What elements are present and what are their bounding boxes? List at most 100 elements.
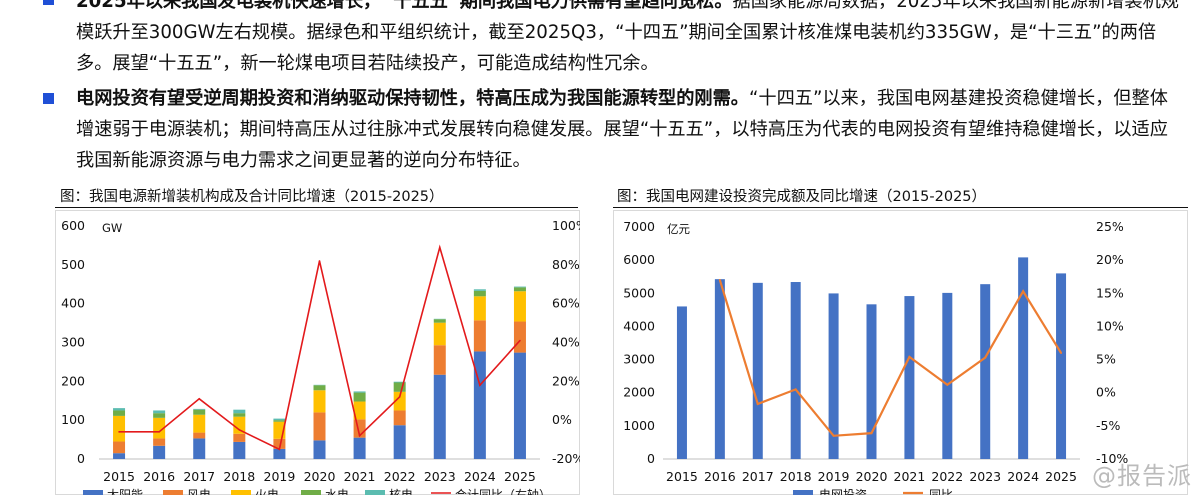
bullet-icon [43,93,54,104]
grid-investment-bar [828,293,839,459]
solar-segment [353,437,366,459]
grid-yoy-point [908,355,911,358]
x-tick-label: 2023 [969,469,1001,484]
legend-swatch [231,490,251,495]
x-tick-label: 2024 [464,469,496,484]
y-tick-label: 3000 [623,352,655,367]
hydro-segment [113,410,126,416]
total-yoy-point [519,339,521,342]
thermal-segment [433,322,446,346]
total-yoy-point [238,429,241,431]
x-tick-label: 2022 [384,469,416,484]
nuclear-segment [193,408,206,410]
grid-investment-bar [1018,257,1029,459]
wind-segment [433,345,446,375]
solar-segment [193,438,206,459]
solar-segment [273,448,286,459]
total-yoy-point [438,246,441,249]
chart-installations: GW 0 100 200 300 400 500 600 -20% 0% 20% 40% 60% 80% 1… [55,210,580,495]
grid-yoy-point [756,402,759,405]
x-tick-label: 2016 [704,469,736,484]
y2-tick-label: 0% [552,412,572,427]
total-yoy-point [158,431,160,433]
solar-segment [233,441,246,459]
wind-segment [513,321,526,353]
y2-tick-label: 25% [1096,219,1124,234]
solar-segment [513,352,526,459]
legend-swatch [365,490,385,495]
grid-yoy-point [1022,290,1025,293]
x-tick-label: 2022 [931,469,963,484]
x-tick-label: 2020 [304,469,336,484]
nuclear-segment [513,286,526,288]
x-tick-label: 2023 [424,469,456,484]
y-tick-label: 0 [77,451,85,466]
grid-yoy-point [718,279,721,282]
total-yoy-point [198,398,201,400]
paragraph-body: 据国家能源局数据，2025年以来我国新能源新增装机规模跃升至300GW左右规模。… [76,0,1179,74]
legend-label: 风电 [187,488,211,495]
grid-yoy-point [870,432,873,435]
title-divider [55,207,578,208]
watermark: @报告派 [1092,462,1192,490]
nuclear-segment [113,408,126,411]
x-tick-label: 2015 [666,469,698,484]
grid-yoy-point [984,356,987,359]
nuclear-segment [273,418,286,421]
total-yoy-point [278,448,281,451]
solar-segment [153,445,166,459]
legend-swatch [301,490,321,495]
grid-investment-bar [714,279,725,459]
y2-tick-label: 40% [552,335,580,350]
legend-label: 核电 [389,488,413,495]
wind-segment [193,432,206,439]
wind-segment [233,433,246,442]
hydro-segment [153,413,166,418]
hydro-segment [353,392,366,402]
solar-segment [473,351,486,459]
hydro-segment [473,290,486,297]
y2-tick-label: -20% [552,451,580,466]
unit-label: 亿元 [667,222,690,236]
total-yoy-point [398,396,401,398]
x-tick-label: 2021 [344,469,376,484]
x-tick-label: 2015 [103,469,135,484]
grid-investment-bar [1056,273,1067,459]
legend-swatch [163,490,183,495]
legend-label: 合计同比（右轴） [455,487,551,495]
grid-investment-bar [904,296,915,459]
y-tick-label: 300 [61,335,85,350]
y-tick-label: 5000 [623,285,655,300]
legend-label: 太阳能 [107,487,143,495]
x-tick-label: 2025 [1045,469,1077,484]
thermal-segment [113,415,126,442]
y2-tick-label: 80% [552,257,580,272]
x-tick-label: 2018 [223,469,255,484]
bullet-icon [43,0,54,5]
y-tick-label: 400 [61,296,85,311]
nuclear-segment [233,409,246,414]
total-yoy-point [118,431,120,433]
chart-grid-investment: 亿元 0 1000 2000 3000 4000 5000 6000 7000 -10% -5% 0%… [613,210,1188,495]
solar-segment [433,374,446,459]
grid-investment-bar [942,292,953,459]
hydro-segment [193,409,206,415]
thermal-segment [193,414,206,433]
thermal-segment [513,291,526,322]
wind-segment [313,412,326,441]
nuclear-segment [393,381,406,383]
total-yoy-point [318,260,321,262]
y2-tick-label: 10% [1096,318,1124,333]
y-tick-label: 600 [61,218,85,233]
wind-segment [113,441,126,454]
paragraph-text: 电网投资有望受逆周期投资和消纳驱动保持韧性，特高压成为我国能源转型的刚需。“十四… [76,83,1186,176]
x-tick-label: 2019 [818,469,850,484]
chart-grid-svg: 亿元 0 1000 2000 3000 4000 5000 6000 7000 -10% -5% 0%… [613,210,1188,495]
y-tick-label: 200 [61,373,85,388]
y2-tick-label: 20% [1096,252,1124,267]
grid-yoy-point [946,383,949,386]
grid-investment-bar [790,282,801,459]
hydro-segment [273,420,286,422]
y2-tick-label: -10% [1096,451,1128,466]
y-tick-label: 1000 [623,418,655,433]
